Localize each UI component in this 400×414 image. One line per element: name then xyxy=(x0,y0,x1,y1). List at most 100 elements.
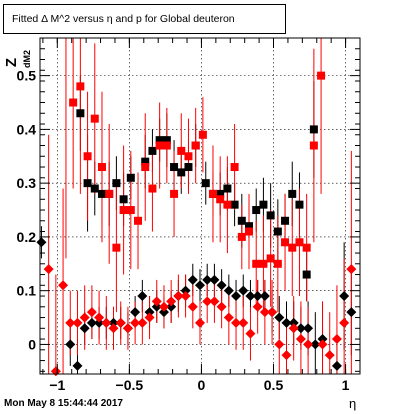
data-point-diamond xyxy=(43,264,54,275)
data-point-diamond xyxy=(122,323,133,334)
data-point-diamond xyxy=(281,317,292,328)
data-point-diamond xyxy=(166,296,177,307)
data-point-square xyxy=(112,243,121,252)
data-point-diamond xyxy=(223,285,234,296)
tick-labels: −1 −0.5 0 0.5 1 0 0.1 0.2 0.3 0.4 0.5 xyxy=(17,68,350,393)
data-point-diamond xyxy=(108,317,119,328)
data-point-square xyxy=(155,141,164,150)
data-point-square xyxy=(245,227,254,236)
data-point-diamond xyxy=(303,339,314,350)
data-point-square xyxy=(245,222,254,231)
data-point-square xyxy=(230,163,239,172)
data-point-square xyxy=(266,254,275,263)
data-point-square xyxy=(69,98,78,107)
data-point-square xyxy=(295,238,304,247)
data-point-square xyxy=(177,168,186,177)
y-axis-label-sub: dM2 xyxy=(22,50,32,68)
data-point-square xyxy=(259,259,268,268)
data-point-diamond xyxy=(267,307,278,318)
data-point-diamond xyxy=(245,328,256,339)
x-tick-label: 0 xyxy=(198,377,206,393)
data-point-diamond xyxy=(144,312,155,323)
data-point-square xyxy=(208,189,217,198)
data-point-diamond xyxy=(108,323,119,334)
data-point-diamond xyxy=(166,301,177,312)
data-point-diamond xyxy=(303,323,314,334)
data-point-diamond xyxy=(180,291,191,302)
data-point-square xyxy=(76,109,85,118)
data-point-square xyxy=(126,206,135,215)
data-point-diamond xyxy=(130,307,141,318)
data-point-diamond xyxy=(202,274,213,285)
data-point-diamond xyxy=(151,296,162,307)
data-point-diamond xyxy=(346,264,357,275)
data-point-square xyxy=(83,152,92,161)
data-point-square xyxy=(223,184,232,193)
data-point-square xyxy=(237,232,246,241)
data-point-diamond xyxy=(274,339,285,350)
data-point-square xyxy=(119,195,128,204)
x-axis-label: η xyxy=(349,396,357,411)
data-markers xyxy=(36,71,357,377)
data-point-diamond xyxy=(346,307,357,318)
data-point-diamond xyxy=(288,317,299,328)
data-point-diamond xyxy=(94,312,105,323)
data-point-diamond xyxy=(187,301,198,312)
data-point-diamond xyxy=(317,334,328,345)
data-point-square xyxy=(177,146,186,155)
timestamp-footer: Mon May 8 15:44:44 2017 xyxy=(4,398,123,409)
x-tick-label: −1 xyxy=(49,377,65,393)
data-point-diamond xyxy=(252,301,263,312)
data-point-square xyxy=(184,152,193,161)
data-point-square xyxy=(266,211,275,220)
y-tick-label: 0.1 xyxy=(17,283,37,299)
y-tick-label: 0.2 xyxy=(17,229,37,245)
data-point-diamond xyxy=(245,291,256,302)
data-point-square xyxy=(201,179,210,188)
data-point-square xyxy=(126,173,135,182)
y-axis-label: Z dM2 xyxy=(3,44,38,80)
data-point-diamond xyxy=(274,312,285,323)
data-point-square xyxy=(288,189,297,198)
data-point-square xyxy=(317,71,326,80)
data-point-square xyxy=(216,189,225,198)
data-point-diamond xyxy=(223,312,234,323)
axis-ticks xyxy=(40,38,361,374)
data-point-square xyxy=(155,136,164,145)
data-point-diamond xyxy=(195,317,205,328)
data-point-square xyxy=(141,157,150,166)
plot-frame xyxy=(39,37,361,375)
data-point-square xyxy=(259,200,268,209)
data-point-diamond xyxy=(288,323,299,334)
data-point-diamond xyxy=(65,339,76,350)
data-point-square xyxy=(162,136,171,145)
data-point-square xyxy=(273,227,282,236)
data-point-diamond xyxy=(50,366,61,377)
data-point-diamond xyxy=(173,291,184,302)
chart-title: Fitted Δ M^2 versus η and p for Global d… xyxy=(3,4,286,34)
data-point-diamond xyxy=(202,296,213,307)
data-point-square xyxy=(148,146,157,155)
data-point-square xyxy=(198,130,207,139)
x-tick-label: −0.5 xyxy=(116,377,144,393)
y-axis-label-main: Z xyxy=(3,57,21,68)
data-point-diamond xyxy=(137,317,148,328)
data-point-diamond xyxy=(195,280,205,291)
data-point-square xyxy=(295,200,304,209)
data-point-diamond xyxy=(231,317,242,328)
data-point-square xyxy=(237,216,246,225)
data-point-diamond xyxy=(331,360,342,371)
data-point-square xyxy=(302,270,311,279)
data-point-square xyxy=(90,114,99,123)
data-point-diamond xyxy=(324,350,335,361)
data-point-diamond xyxy=(101,317,112,328)
x-tick-label: 0.5 xyxy=(264,377,284,393)
data-point-square xyxy=(83,179,92,188)
data-point-diamond xyxy=(317,339,328,350)
data-point-diamond xyxy=(130,317,141,328)
data-point-diamond xyxy=(137,291,148,302)
data-point-diamond xyxy=(295,334,306,345)
data-point-diamond xyxy=(144,307,155,318)
data-point-diamond xyxy=(238,285,249,296)
data-point-diamond xyxy=(216,301,227,312)
